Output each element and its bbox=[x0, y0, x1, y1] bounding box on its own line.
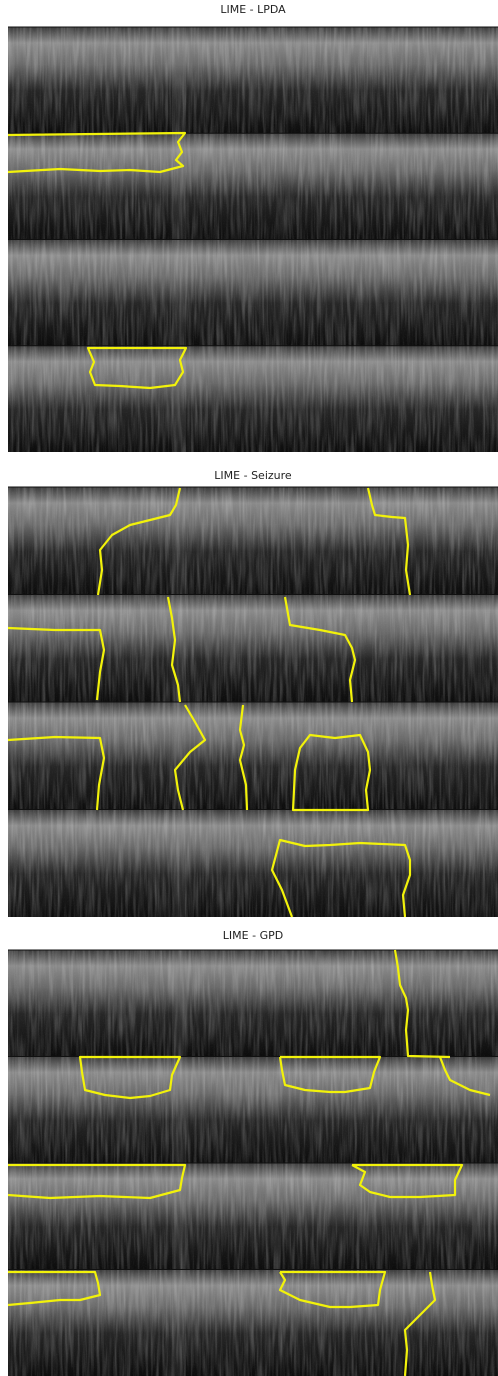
figure: LIME - LPDA LIME - Seizure LIME - GPD bbox=[0, 0, 498, 1376]
spectrogram-grain bbox=[8, 346, 498, 452]
spectrogram-grain bbox=[8, 950, 498, 1057]
spectrogram-grain bbox=[8, 595, 498, 703]
spectrogram-grain bbox=[8, 1163, 498, 1270]
bright-column bbox=[172, 27, 186, 133]
spectrogram-grain bbox=[8, 240, 498, 346]
panel-image bbox=[8, 487, 498, 917]
panel-title: LIME - LPDA bbox=[220, 3, 286, 16]
panel-title: LIME - GPD bbox=[223, 929, 283, 942]
spectrogram-grain bbox=[8, 487, 498, 595]
spectrogram-grain bbox=[8, 1270, 498, 1376]
spectrogram-grain bbox=[8, 810, 498, 918]
bright-column bbox=[172, 487, 186, 595]
spectrogram-grain bbox=[8, 702, 498, 810]
page: LIME - LPDA LIME - Seizure LIME - GPD ((… bbox=[0, 0, 498, 1376]
panel-image bbox=[8, 950, 498, 1376]
bright-column bbox=[172, 950, 186, 1057]
spectrogram-grain bbox=[8, 133, 498, 239]
panel-image bbox=[8, 27, 498, 452]
bright-column bbox=[172, 1163, 186, 1270]
bright-column bbox=[172, 133, 186, 239]
bright-column bbox=[172, 1270, 186, 1376]
spectrogram-grain bbox=[8, 27, 498, 133]
panel-title: LIME - Seizure bbox=[214, 469, 292, 482]
bright-column bbox=[172, 240, 186, 346]
bright-column bbox=[172, 346, 186, 452]
bright-column bbox=[172, 810, 186, 918]
